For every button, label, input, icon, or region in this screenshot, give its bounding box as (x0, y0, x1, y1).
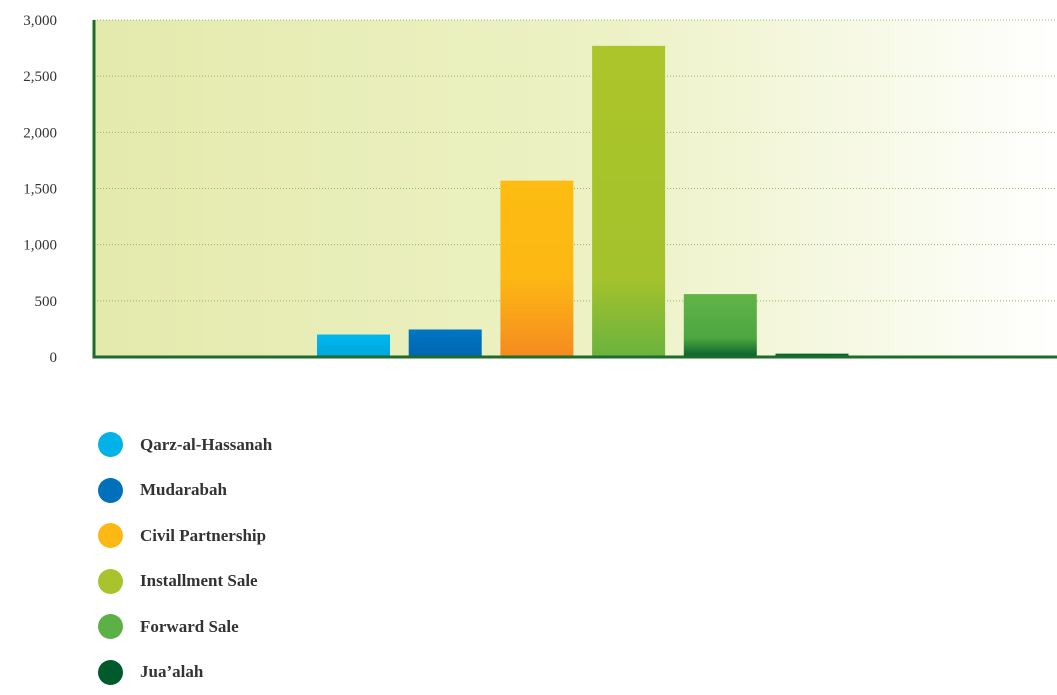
legend: Qarz-al-Hassanah Mudarabah Civil Partnersh… (98, 422, 272, 695)
legend-label: Qarz-al-Hassanah (140, 435, 272, 455)
legend-label: Civil Partnership (140, 526, 266, 546)
legend-swatch-icon (98, 432, 123, 457)
legend-label: Mudarabah (140, 480, 227, 500)
y-tick-label: 3,000 (23, 13, 57, 29)
y-tick-label: 1,000 (23, 238, 57, 254)
y-tick-label: 500 (35, 294, 58, 310)
legend-label: Forward Sale (140, 617, 239, 637)
legend-label: Installment Sale (140, 571, 258, 591)
legend-swatch-icon (98, 523, 123, 548)
bar-installment-sale (592, 46, 665, 357)
bar-qarz-al-hassanah (317, 335, 390, 357)
bar-forward-sale (684, 294, 757, 357)
legend-item: Qarz-al-Hassanah (98, 422, 272, 468)
y-tick-label: 0 (50, 350, 58, 366)
legend-item: Civil Partnership (98, 513, 272, 559)
legend-item: Installment Sale (98, 559, 272, 605)
legend-swatch-icon (98, 569, 123, 594)
legend-swatch-icon (98, 614, 123, 639)
bar-chart: 0 500 1,000 1,500 2,000 2,500 3,000 (0, 0, 1057, 400)
y-tick-label: 2,000 (23, 125, 57, 141)
legend-item: Jua’alah (98, 650, 272, 695)
legend-swatch-icon (98, 660, 123, 685)
y-tick-label: 1,500 (23, 182, 57, 198)
bar-civil-partnership (500, 181, 573, 357)
legend-swatch-icon (98, 478, 123, 503)
legend-item: Forward Sale (98, 604, 272, 650)
bar-mudarabah (409, 329, 482, 357)
y-axis-ticks: 0 500 1,000 1,500 2,000 2,500 3,000 (23, 13, 57, 366)
y-tick-label: 2,500 (23, 69, 57, 85)
legend-item: Mudarabah (98, 468, 272, 514)
legend-label: Jua’alah (140, 662, 203, 682)
